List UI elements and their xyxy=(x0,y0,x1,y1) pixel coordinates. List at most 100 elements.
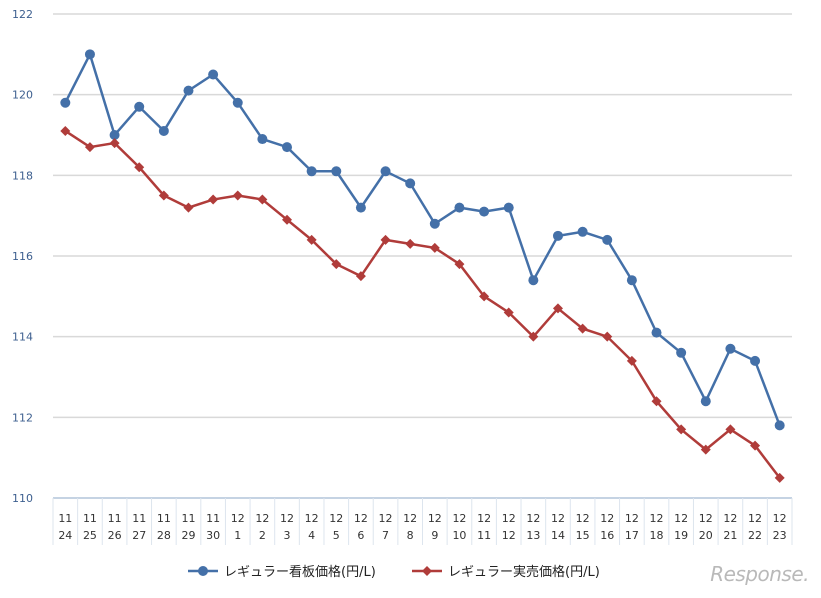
data-point xyxy=(626,275,637,286)
x-tick-month: 11 xyxy=(83,512,97,525)
x-tick-month: 12 xyxy=(600,512,614,525)
x-tick-month: 12 xyxy=(699,512,713,525)
series-line-1 xyxy=(64,129,781,479)
x-tick-month: 12 xyxy=(502,512,516,525)
x-tick-day: 14 xyxy=(551,529,565,542)
x-tick-day: 12 xyxy=(502,529,516,542)
x-tick-day: 30 xyxy=(206,529,220,542)
data-point xyxy=(503,307,514,318)
data-point xyxy=(306,166,317,177)
x-tick-month: 12 xyxy=(379,512,393,525)
data-point xyxy=(700,444,711,455)
x-tick-day: 18 xyxy=(650,529,664,542)
data-point xyxy=(282,214,293,225)
data-point xyxy=(331,166,342,177)
data-point xyxy=(232,97,243,108)
x-tick-day: 16 xyxy=(600,529,614,542)
legend-marker xyxy=(422,566,432,576)
x-tick-month: 12 xyxy=(625,512,639,525)
legend-marker xyxy=(198,566,208,576)
x-tick-day: 2 xyxy=(259,529,266,542)
x-tick-month: 11 xyxy=(132,512,146,525)
x-tick-day: 25 xyxy=(83,529,97,542)
x-tick-month: 11 xyxy=(157,512,171,525)
data-point xyxy=(454,202,465,213)
y-tick-label: 122 xyxy=(12,8,33,21)
x-tick-day: 11 xyxy=(477,529,491,542)
x-tick-month: 12 xyxy=(305,512,319,525)
data-point xyxy=(158,190,169,201)
data-point xyxy=(602,234,613,245)
data-point xyxy=(602,331,613,342)
data-point xyxy=(479,291,490,302)
data-point xyxy=(429,218,440,229)
data-point xyxy=(503,202,514,213)
x-tick-month: 12 xyxy=(255,512,269,525)
data-point xyxy=(306,234,317,245)
x-tick-day: 26 xyxy=(108,529,122,542)
data-point xyxy=(380,166,391,177)
x-tick-day: 15 xyxy=(576,529,590,542)
y-tick-label: 114 xyxy=(12,331,33,344)
legend-label: レギュラー看板価格(円/L) xyxy=(224,564,376,580)
x-tick-day: 4 xyxy=(308,529,315,542)
x-tick-day: 22 xyxy=(748,529,762,542)
data-point xyxy=(700,396,711,407)
data-point xyxy=(158,125,169,136)
response-logo: Response. xyxy=(710,562,809,586)
x-tick-day: 13 xyxy=(526,529,540,542)
x-tick-month: 11 xyxy=(108,512,122,525)
data-point xyxy=(429,242,440,253)
data-point xyxy=(774,472,785,483)
data-point xyxy=(750,355,761,366)
y-tick-label: 116 xyxy=(12,250,33,263)
x-tick-month: 12 xyxy=(428,512,442,525)
x-tick-month: 12 xyxy=(551,512,565,525)
data-point xyxy=(84,142,95,153)
data-point xyxy=(725,424,736,435)
data-point xyxy=(257,194,268,205)
data-point xyxy=(257,134,268,145)
data-point xyxy=(232,190,243,201)
data-point xyxy=(528,331,539,342)
data-point xyxy=(331,259,342,270)
data-point xyxy=(282,142,293,153)
data-point xyxy=(84,49,95,60)
data-point xyxy=(552,303,563,314)
data-point xyxy=(405,178,416,189)
data-point xyxy=(479,206,490,217)
x-tick-day: 21 xyxy=(723,529,737,542)
data-point xyxy=(774,420,785,431)
data-point xyxy=(725,343,736,354)
data-point xyxy=(405,238,416,249)
legend-label: レギュラー実売価格(円/L) xyxy=(448,564,600,580)
y-tick-label: 120 xyxy=(12,89,33,102)
data-point xyxy=(208,194,219,205)
x-tick-month: 12 xyxy=(354,512,368,525)
data-point xyxy=(134,162,145,173)
x-tick-month: 12 xyxy=(748,512,762,525)
y-tick-label: 118 xyxy=(12,169,33,182)
data-point xyxy=(552,230,563,241)
y-tick-label: 112 xyxy=(12,411,33,424)
data-point xyxy=(528,275,539,286)
x-tick-month: 12 xyxy=(280,512,294,525)
x-tick-day: 3 xyxy=(284,529,291,542)
x-tick-day: 27 xyxy=(132,529,146,542)
data-point xyxy=(355,202,366,213)
x-tick-day: 24 xyxy=(58,529,72,542)
x-tick-month: 12 xyxy=(477,512,491,525)
x-tick-month: 12 xyxy=(723,512,737,525)
x-tick-month: 12 xyxy=(231,512,245,525)
x-tick-day: 1 xyxy=(234,529,241,542)
x-tick-day: 20 xyxy=(699,529,713,542)
data-point xyxy=(183,85,194,96)
data-point xyxy=(208,69,219,80)
x-tick-month: 12 xyxy=(576,512,590,525)
x-tick-month: 11 xyxy=(58,512,72,525)
data-point xyxy=(109,138,120,149)
data-point xyxy=(676,347,687,358)
x-tick-day: 6 xyxy=(357,529,364,542)
data-point xyxy=(577,323,588,334)
